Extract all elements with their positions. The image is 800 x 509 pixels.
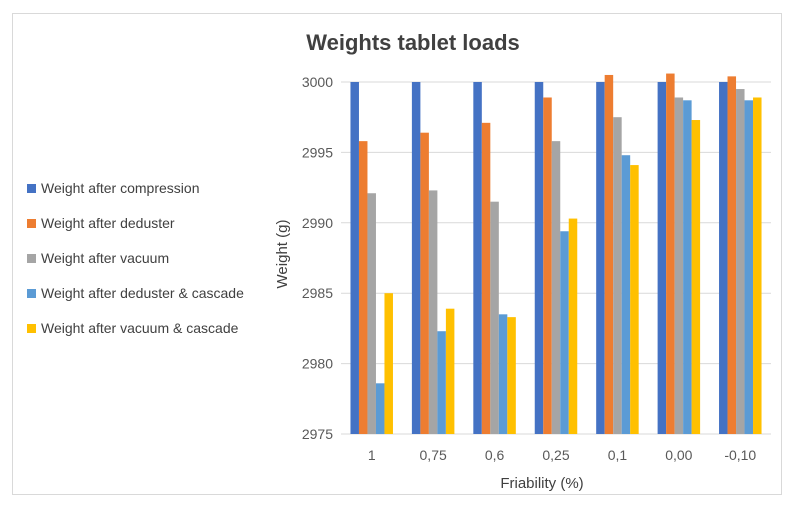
bar	[534, 82, 544, 434]
bar	[490, 201, 499, 434]
x-tick-label: 1	[368, 447, 376, 463]
bar	[604, 74, 614, 435]
bar	[481, 122, 491, 434]
chart-title: Weights tablet loads	[306, 30, 520, 55]
bar	[683, 100, 692, 434]
legend: Weight after compression Weight after ded…	[27, 180, 244, 336]
y-tick-label: 2985	[302, 285, 333, 301]
x-axis-title: Friability (%)	[500, 475, 583, 492]
bar	[411, 82, 421, 434]
bar	[437, 331, 446, 434]
bar	[543, 97, 552, 434]
legend-label: Weight after deduster & cascade	[41, 285, 244, 301]
y-tick-label: 3000	[302, 74, 333, 90]
x-tick-label: 0,00	[665, 447, 692, 463]
x-tick-label: 0,75	[420, 447, 447, 463]
bar	[507, 317, 516, 434]
x-tick-label: 0,1	[608, 447, 628, 463]
legend-swatch	[27, 219, 36, 228]
bar	[744, 100, 754, 434]
x-tick-label: 0,25	[542, 447, 569, 463]
bar	[691, 120, 701, 435]
chart-frame: Weights tablet loads 2975 2980 2985 2990 299…	[12, 13, 782, 495]
bar	[630, 165, 639, 434]
legend-swatch	[27, 184, 36, 193]
x-tick-label: -0,10	[724, 447, 756, 463]
bar	[420, 132, 429, 435]
bar	[375, 383, 385, 434]
legend-swatch	[27, 254, 36, 263]
legend-label: Weight after vacuum	[41, 250, 169, 266]
bar	[596, 82, 605, 434]
x-axis-ticks: 1 0,75 0,6 0,25 0,1 0,00 -0,10	[368, 447, 757, 463]
bar	[384, 293, 393, 434]
bar	[657, 82, 667, 434]
bar	[674, 97, 684, 434]
y-tick-label: 2990	[302, 215, 333, 231]
bars	[350, 73, 762, 435]
bar	[753, 97, 762, 434]
bar	[568, 218, 578, 434]
y-tick-label: 2995	[302, 144, 333, 160]
bar	[613, 117, 622, 434]
bar-chart: Weights tablet loads 2975 2980 2985 2990 299…	[27, 30, 771, 492]
y-axis-title: Weight (g)	[274, 220, 291, 289]
legend-swatch	[27, 324, 36, 333]
bar	[428, 190, 438, 434]
bar	[666, 73, 675, 434]
bar	[473, 82, 482, 434]
bar	[350, 82, 359, 434]
legend-label: Weight after vacuum & cascade	[41, 320, 239, 336]
legend-swatch	[27, 289, 36, 298]
bar	[367, 193, 376, 434]
bar	[621, 155, 631, 434]
y-tick-label: 2975	[302, 426, 333, 442]
x-tick-label: 0,6	[485, 447, 505, 463]
bar	[719, 82, 728, 434]
bar	[551, 141, 561, 435]
bar	[498, 314, 508, 434]
y-axis-ticks: 2975 2980 2985 2990 2995 3000	[302, 74, 333, 442]
y-tick-label: 2980	[302, 356, 333, 372]
legend-label: Weight after compression	[41, 180, 199, 196]
legend-label: Weight after deduster	[41, 215, 175, 231]
bar	[445, 308, 455, 434]
bar	[727, 76, 737, 435]
bar	[736, 89, 745, 434]
bar	[560, 231, 569, 434]
bar	[358, 141, 368, 435]
